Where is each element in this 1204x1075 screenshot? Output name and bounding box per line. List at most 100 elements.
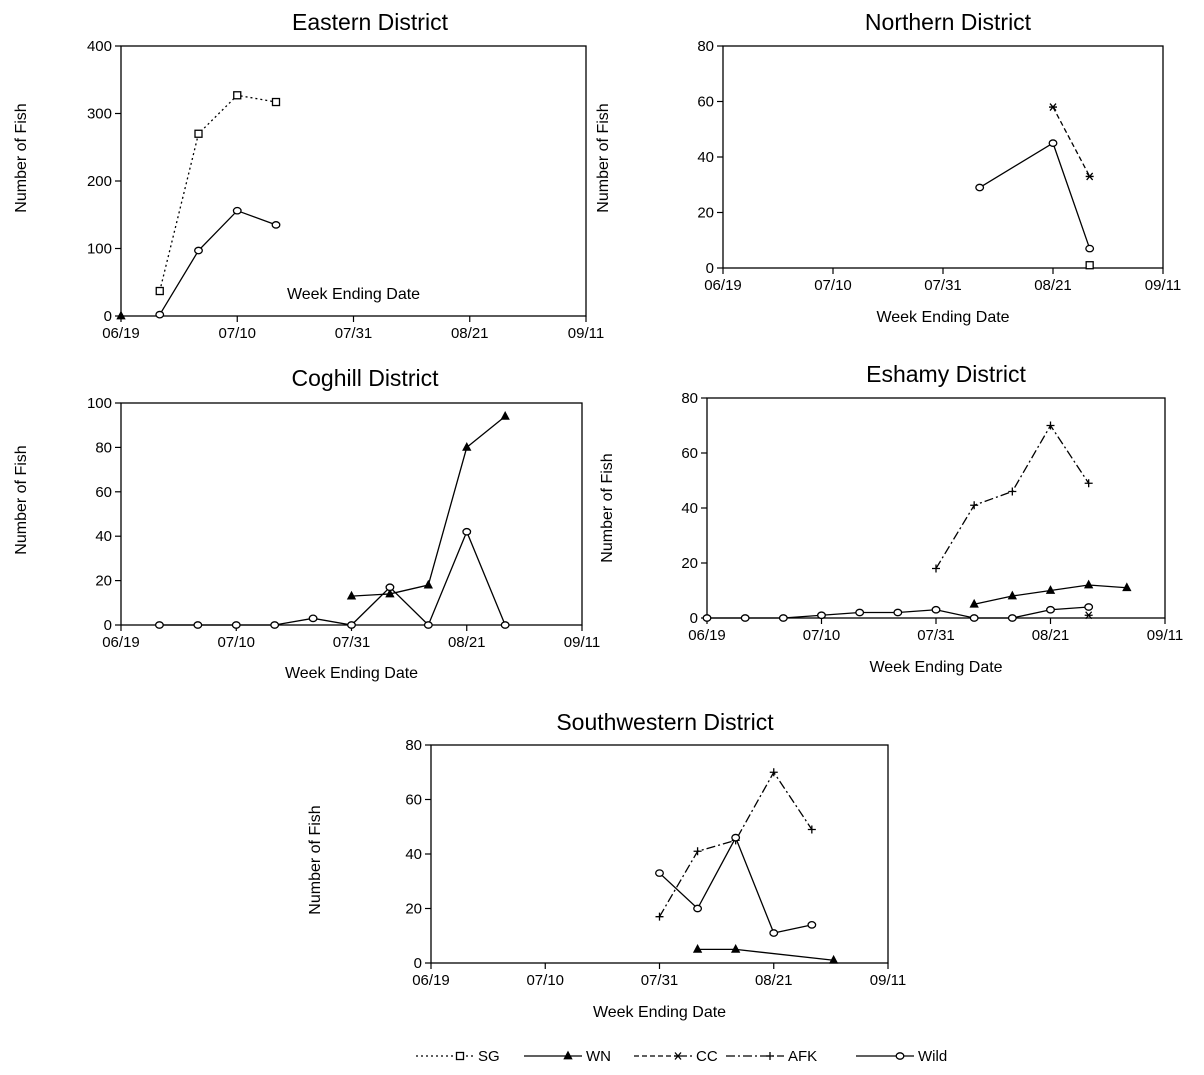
data-point-sg xyxy=(155,286,164,296)
data-point-afk xyxy=(970,501,979,510)
chart-panel-4: Southwestern District 0 20 40 60 80 06/19 07/10… xyxy=(307,709,906,1021)
data-point-wild xyxy=(193,621,203,629)
data-point-sg xyxy=(194,129,203,138)
legend-marker xyxy=(674,1052,682,1060)
data-point-wild xyxy=(308,614,318,623)
y-axis-label: Number of Fish xyxy=(599,453,616,562)
series-line-wild xyxy=(159,530,506,627)
y-tick-label: 80 xyxy=(405,737,422,754)
x-tick-label: 07/10 xyxy=(526,972,564,989)
series-wild xyxy=(975,139,1095,253)
legend-marker xyxy=(563,1050,573,1060)
series-wn xyxy=(969,579,1132,608)
x-axis-label: Week Ending Date xyxy=(593,1004,726,1021)
x-tick-label: 07/31 xyxy=(924,277,962,294)
data-point-wild xyxy=(347,621,356,629)
data-point-afk xyxy=(769,768,778,777)
y-axis-label: Number of Fish xyxy=(595,103,612,212)
data-point-wild xyxy=(1007,614,1017,622)
data-point-wild xyxy=(1085,244,1095,253)
series-line-wild xyxy=(159,209,277,315)
data-point-wild xyxy=(1048,139,1058,147)
data-point-wild xyxy=(1084,603,1094,611)
series-afk xyxy=(932,421,1093,573)
y-tick-label: 0 xyxy=(104,308,112,325)
data-point-wn xyxy=(969,598,979,608)
data-point-wn xyxy=(385,588,395,598)
x-tick-label: 09/11 xyxy=(564,634,600,651)
y-tick-label: 40 xyxy=(405,846,422,863)
x-tick-label: 07/10 xyxy=(803,627,841,644)
y-tick-label: 60 xyxy=(697,94,714,111)
data-point-wild xyxy=(655,869,664,877)
data-point-wild xyxy=(817,611,826,620)
series-line-wild xyxy=(979,142,1091,249)
y-tick-label: 200 xyxy=(87,173,112,190)
y-tick-label: 40 xyxy=(95,528,112,545)
x-tick-label: 09/11 xyxy=(568,325,604,342)
data-point-wild xyxy=(731,833,741,842)
legend-label: AFK xyxy=(788,1048,817,1065)
data-point-wn xyxy=(346,590,357,600)
data-point-afk xyxy=(1046,421,1055,430)
series-wn xyxy=(692,944,839,964)
data-point-wild xyxy=(893,608,903,617)
data-point-wild xyxy=(975,183,985,192)
series-wn xyxy=(116,310,126,320)
x-tick-label: 07/10 xyxy=(218,325,256,342)
legend-marker xyxy=(895,1052,905,1060)
y-tick-label: 0 xyxy=(104,617,112,634)
y-tick-label: 60 xyxy=(405,792,422,809)
data-point-wn xyxy=(1045,585,1056,594)
y-tick-label: 0 xyxy=(706,260,714,277)
data-point-wild xyxy=(807,920,817,929)
data-point-wild xyxy=(194,246,203,255)
data-point-wild xyxy=(702,614,712,622)
data-point-afk xyxy=(693,847,702,856)
legend-entry-wn: WN xyxy=(524,1048,611,1065)
data-point-afk xyxy=(1008,487,1017,496)
y-tick-label: 400 xyxy=(87,38,112,55)
legend-marker xyxy=(766,1052,774,1060)
y-tick-label: 20 xyxy=(681,555,698,572)
data-point-cc xyxy=(1085,172,1094,181)
y-tick-label: 20 xyxy=(95,573,112,590)
x-axis-label: Week Ending Date xyxy=(285,665,418,682)
y-tick-label: 100 xyxy=(87,395,112,412)
y-axis-label: Number of Fish xyxy=(307,805,324,914)
x-tick-label: 08/21 xyxy=(1034,277,1072,294)
data-point-afk xyxy=(807,825,816,834)
data-point-wild xyxy=(1046,605,1055,614)
data-point-wild xyxy=(769,929,779,937)
data-point-wild xyxy=(855,608,865,617)
data-point-wn xyxy=(500,410,510,420)
data-point-wn xyxy=(423,579,434,589)
x-tick-label: 07/31 xyxy=(333,634,371,651)
data-point-wild xyxy=(500,621,510,629)
data-point-wn xyxy=(828,954,839,964)
data-point-wild xyxy=(423,621,433,629)
y-tick-label: 100 xyxy=(87,241,112,258)
chart-title: Eshamy District xyxy=(866,361,1026,387)
data-point-wn xyxy=(731,944,741,953)
y-tick-label: 20 xyxy=(405,901,422,918)
data-point-wild xyxy=(232,206,242,215)
data-point-wild xyxy=(154,621,164,629)
data-point-afk xyxy=(932,564,940,573)
series-afk xyxy=(655,768,816,921)
series-line-wild xyxy=(659,836,812,934)
series-cc xyxy=(1049,103,1094,181)
y-tick-label: 80 xyxy=(681,390,698,407)
data-point-sg xyxy=(271,97,281,107)
data-point-wn xyxy=(1122,582,1132,592)
series-cc xyxy=(1084,611,1093,620)
data-point-wn xyxy=(116,310,126,320)
legend-entry-afk: AFK xyxy=(726,1048,817,1065)
y-axis-label: Number of Fish xyxy=(13,103,30,212)
chart-panel-0: Eastern District 0 100 200 300 400 06/19 07/10 0… xyxy=(13,9,604,342)
legend-label: SG xyxy=(478,1048,500,1065)
series-wn xyxy=(346,410,510,600)
plot-frame xyxy=(430,744,889,964)
y-tick-label: 40 xyxy=(681,500,698,517)
x-tick-label: 08/21 xyxy=(1032,627,1070,644)
